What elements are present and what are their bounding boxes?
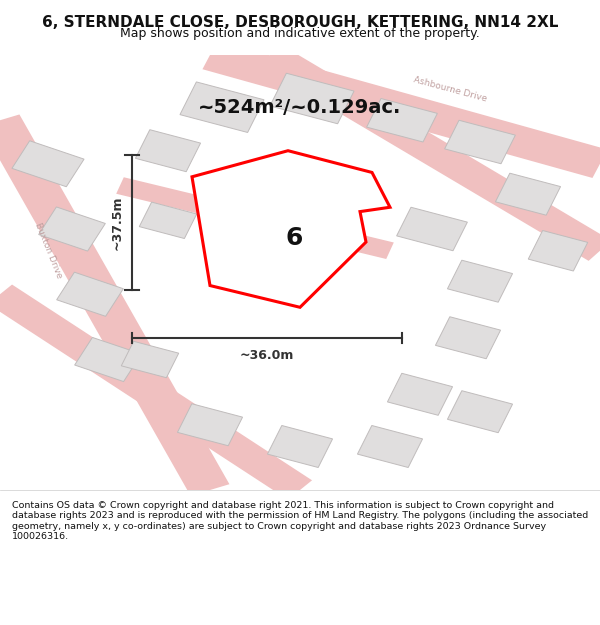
Polygon shape (528, 231, 588, 271)
Polygon shape (121, 341, 179, 377)
Polygon shape (12, 141, 84, 187)
Polygon shape (388, 373, 452, 415)
Polygon shape (38, 207, 106, 251)
Text: 6: 6 (286, 226, 302, 250)
Polygon shape (136, 130, 200, 172)
Polygon shape (74, 338, 142, 382)
Polygon shape (270, 73, 354, 124)
Polygon shape (0, 114, 229, 496)
Polygon shape (445, 120, 515, 164)
Text: ~36.0m: ~36.0m (240, 349, 294, 362)
Polygon shape (202, 41, 600, 178)
Polygon shape (192, 151, 390, 308)
Polygon shape (397, 208, 467, 251)
Polygon shape (178, 404, 242, 446)
Text: ~37.5m: ~37.5m (110, 195, 124, 250)
Polygon shape (139, 202, 197, 239)
Polygon shape (448, 260, 512, 302)
Polygon shape (268, 426, 332, 468)
Text: Contains OS data © Crown copyright and database right 2021. This information is : Contains OS data © Crown copyright and d… (12, 501, 588, 541)
Text: Ashbourne Drive: Ashbourne Drive (412, 76, 488, 104)
Polygon shape (436, 317, 500, 359)
Polygon shape (358, 426, 422, 468)
Polygon shape (496, 173, 560, 215)
Text: Buxton Drive: Buxton Drive (33, 222, 63, 280)
Polygon shape (259, 45, 600, 261)
Text: Map shows position and indicative extent of the property.: Map shows position and indicative extent… (120, 27, 480, 39)
Polygon shape (116, 177, 394, 259)
Polygon shape (0, 284, 312, 500)
Polygon shape (56, 272, 124, 316)
Polygon shape (180, 82, 264, 132)
Text: 6, STERNDALE CLOSE, DESBOROUGH, KETTERING, NN14 2XL: 6, STERNDALE CLOSE, DESBOROUGH, KETTERIN… (42, 16, 558, 31)
Polygon shape (448, 391, 512, 432)
Polygon shape (367, 99, 437, 142)
Text: ~524m²/~0.129ac.: ~524m²/~0.129ac. (199, 98, 401, 117)
